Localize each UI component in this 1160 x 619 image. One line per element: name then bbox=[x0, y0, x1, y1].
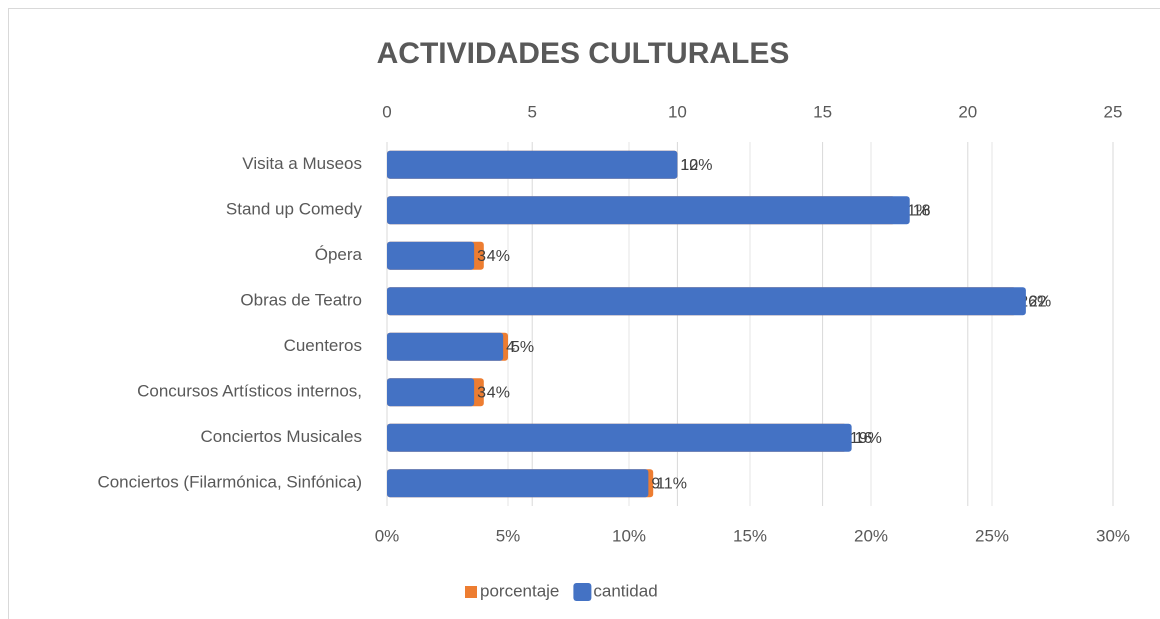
data-label: 16 bbox=[855, 430, 873, 447]
bar bbox=[387, 150, 678, 179]
y-tick-label: Cuenteros bbox=[284, 336, 362, 355]
data-label: 3 bbox=[477, 248, 486, 265]
x-tick-label: 30% bbox=[1096, 526, 1130, 545]
data-label: 22 bbox=[1029, 293, 1047, 310]
x2-tick-label: 25 bbox=[1104, 102, 1123, 121]
data-label: 10 bbox=[680, 157, 698, 174]
x-tick-label: 20% bbox=[854, 526, 888, 545]
x2-tick-label: 20 bbox=[958, 102, 977, 121]
x2-tick-label: 5 bbox=[527, 102, 536, 121]
x2-tick-label: 0 bbox=[382, 102, 391, 121]
data-label: 5% bbox=[511, 339, 534, 356]
y-tick-label: Ópera bbox=[315, 245, 363, 264]
x-tick-label: 15% bbox=[733, 526, 767, 545]
data-label: 9 bbox=[651, 475, 660, 492]
data-label: 11% bbox=[656, 475, 687, 492]
x-tick-label: 5% bbox=[496, 526, 521, 545]
bar bbox=[387, 378, 475, 407]
y-tick-label: Obras de Teatro bbox=[240, 291, 362, 310]
data-label: 12% bbox=[680, 157, 712, 174]
x-tick-label: 0% bbox=[375, 526, 400, 545]
legend-label: cantidad bbox=[593, 581, 657, 600]
data-label: 19% bbox=[850, 430, 882, 447]
legend-swatch bbox=[465, 586, 477, 598]
x2-tick-label: 10 bbox=[668, 102, 687, 121]
bar bbox=[387, 196, 910, 225]
y-tick-label: Visita a Museos bbox=[242, 154, 362, 173]
legend-swatch bbox=[573, 583, 592, 601]
chart-title: ACTIVIDADES CULTURALES bbox=[377, 37, 790, 70]
y-tick-label: Concursos Artísticos internos, bbox=[137, 382, 362, 401]
data-label: 4 bbox=[506, 339, 515, 356]
x-tick-label: 25% bbox=[975, 526, 1009, 545]
x2-tick-label: 15 bbox=[813, 102, 832, 121]
y-tick-label: Stand up Comedy bbox=[226, 200, 363, 219]
x-tick-label: 10% bbox=[612, 526, 646, 545]
data-label: 4% bbox=[487, 248, 510, 265]
data-label: 18 bbox=[913, 202, 931, 219]
legend-label: porcentaje bbox=[480, 581, 559, 600]
data-label: 4% bbox=[487, 384, 510, 401]
data-label: 3 bbox=[477, 384, 486, 401]
y-tick-label: Conciertos Musicales bbox=[200, 427, 362, 446]
y-tick-label: Conciertos (Filarmónica, Sinfónica) bbox=[97, 473, 362, 492]
bar bbox=[387, 241, 475, 270]
data-label: 26% bbox=[1019, 293, 1051, 310]
bar bbox=[387, 423, 852, 452]
bar bbox=[387, 469, 649, 498]
bar bbox=[387, 332, 504, 361]
bar bbox=[387, 287, 1026, 316]
